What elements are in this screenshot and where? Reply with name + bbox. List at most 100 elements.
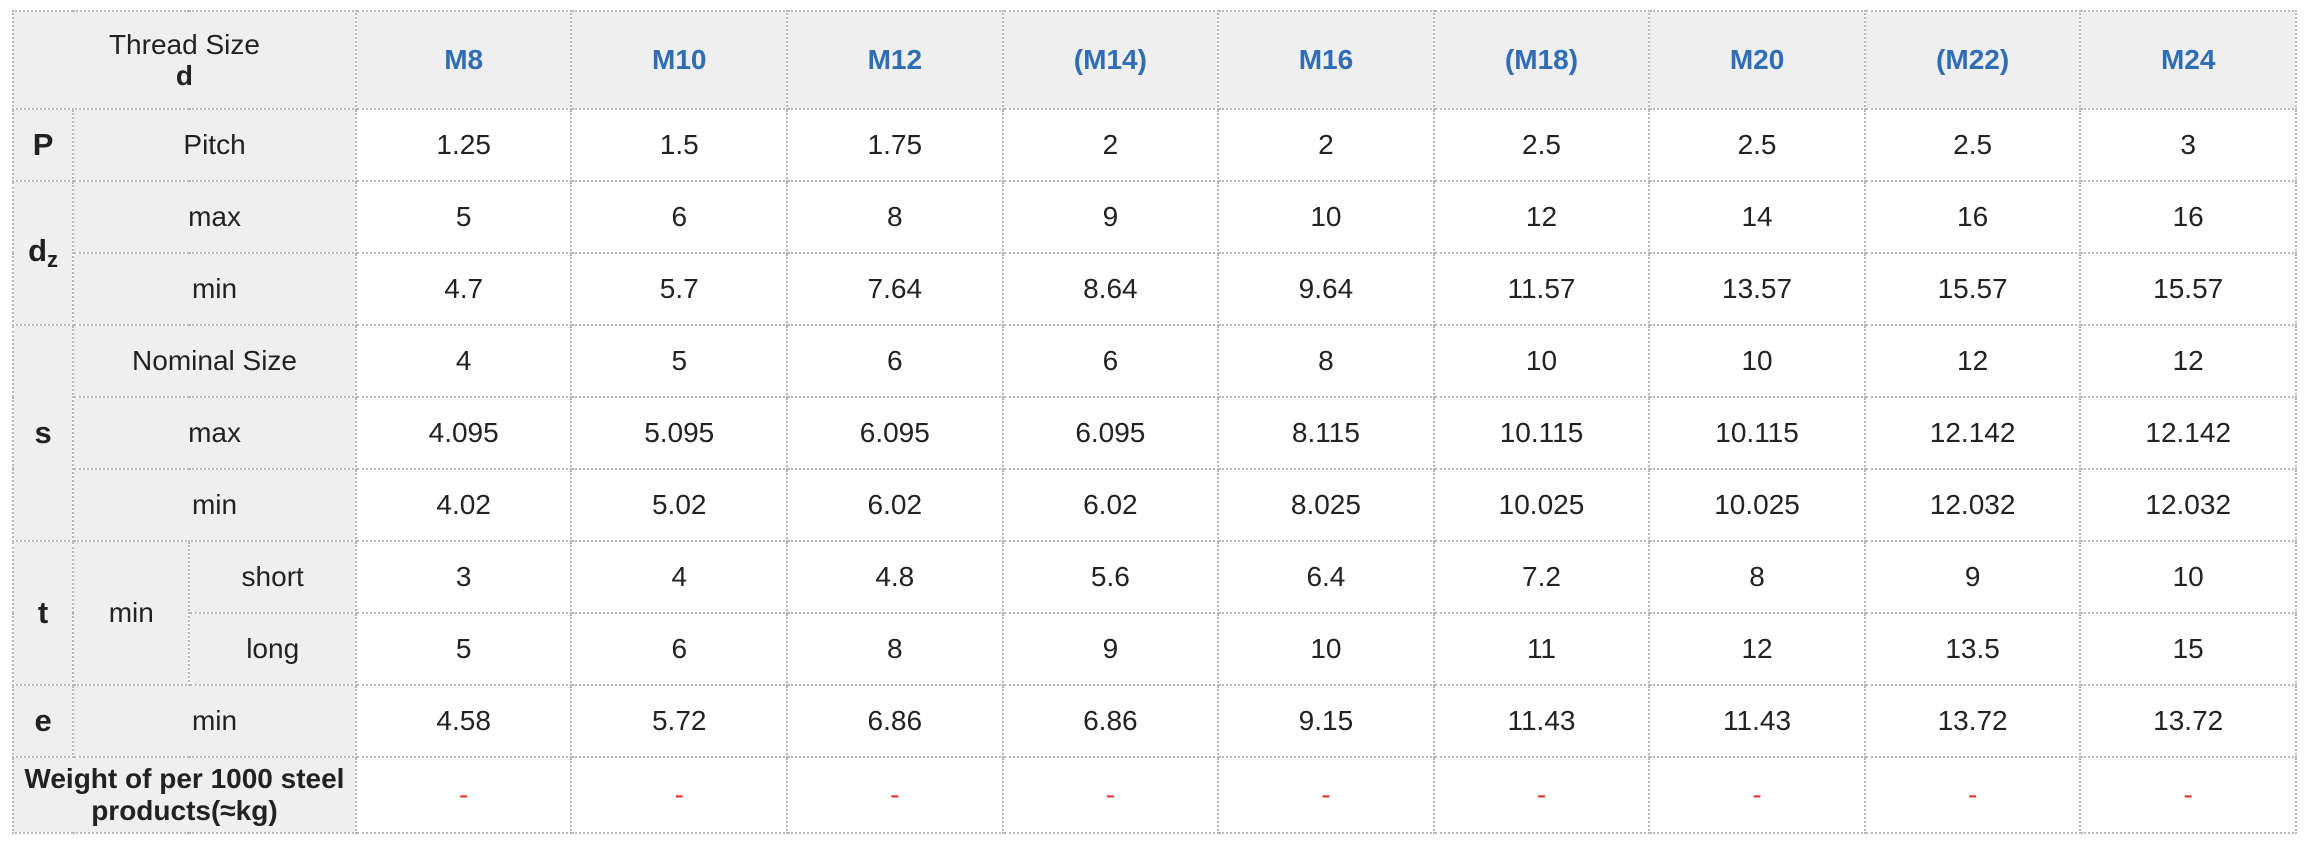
pitch-value: 3	[2079, 108, 2297, 182]
weight-value: -	[2079, 756, 2297, 834]
size-header-cell: M12	[786, 10, 1004, 110]
s-nominal-value: 5	[570, 324, 789, 398]
s-nominal-label: Nominal Size	[72, 324, 357, 398]
e-value: 5.72	[570, 684, 789, 758]
s-min-value: 5.02	[570, 468, 789, 542]
t-long-value: 10	[1217, 612, 1435, 686]
size-header-cell: (M22)	[1863, 10, 2082, 110]
t-long-value: 11	[1432, 612, 1651, 686]
dz-min-value: 9.64	[1217, 252, 1435, 326]
t-long-label: long	[188, 612, 357, 686]
t-min-label: min	[72, 540, 191, 686]
weight-value: -	[1432, 756, 1651, 834]
s-max-value: 10.115	[1432, 396, 1651, 470]
pitch-value: 1.75	[786, 108, 1004, 182]
dz-max-label: max	[72, 180, 357, 254]
weight-value: -	[570, 756, 789, 834]
s-max-value: 6.095	[786, 396, 1004, 470]
e-value: 6.86	[1001, 684, 1220, 758]
s-nominal-value: 6	[786, 324, 1004, 398]
s-max-value: 8.115	[1217, 396, 1435, 470]
s-min-value: 12.032	[1863, 468, 2082, 542]
e-value: 11.43	[1648, 684, 1866, 758]
t-short-value: 8	[1648, 540, 1866, 614]
weight-value: -	[1217, 756, 1435, 834]
dz-max-value: 14	[1648, 180, 1866, 254]
s-min-value: 10.025	[1432, 468, 1651, 542]
weight-value: -	[1001, 756, 1220, 834]
header-row: Thread Size d M8 M10 M12 (M14) M16 (M18)…	[12, 10, 2297, 110]
s-min-row: min 4.02 5.02 6.02 6.02 8.025 10.025 10.…	[13, 468, 2297, 542]
dz-min-value: 11.57	[1432, 252, 1651, 326]
dz-min-value: 15.57	[2079, 252, 2297, 326]
s-max-value: 12.142	[2079, 396, 2297, 470]
s-max-row: max 4.095 5.095 6.095 6.095 8.115 10.115…	[13, 396, 2297, 470]
s-nominal-value: 8	[1217, 324, 1435, 398]
t-short-value: 6.4	[1217, 540, 1435, 614]
weight-label: Weight of per 1000 steel products(≈kg)	[12, 756, 357, 834]
weight-value: -	[354, 756, 573, 834]
s-nominal-value: 12	[2079, 324, 2297, 398]
dz-max-value: 6	[570, 180, 789, 254]
pitch-value: 2	[1001, 108, 1220, 182]
s-min-value: 4.02	[354, 468, 573, 542]
e-value: 9.15	[1217, 684, 1435, 758]
dz-min-value: 4.7	[354, 252, 573, 326]
dz-symbol-subscript: z	[47, 247, 59, 272]
dz-max-value: 8	[786, 180, 1004, 254]
s-min-value: 10.025	[1648, 468, 1866, 542]
s-symbol: s	[11, 324, 75, 542]
pitch-row: P Pitch 1.25 1.5 1.75 2 2 2.5 2.5 2.5 3	[11, 108, 2297, 182]
dz-max-value: 10	[1217, 180, 1435, 254]
dz-min-value: 7.64	[786, 252, 1004, 326]
t-long-value: 15	[2079, 612, 2297, 686]
weight-row: Weight of per 1000 steel products(≈kg) -…	[12, 756, 2297, 834]
size-header-cell: (M18)	[1432, 10, 1651, 110]
t-long-value: 5	[354, 612, 573, 686]
s-min-value: 8.025	[1217, 468, 1435, 542]
s-nominal-value: 12	[1863, 324, 2082, 398]
t-short-value: 7.2	[1432, 540, 1651, 614]
dz-max-value: 16	[1863, 180, 2082, 254]
t-symbol: t	[11, 540, 75, 686]
e-value: 4.58	[354, 684, 573, 758]
e-value: 13.72	[1863, 684, 2082, 758]
s-nominal-value: 6	[1001, 324, 1220, 398]
dz-min-value: 15.57	[1863, 252, 2082, 326]
size-header-cell: M8	[354, 10, 573, 110]
weight-value: -	[1648, 756, 1866, 834]
t-long-row: long 5 6 8 9 10 11 12 13.5 15	[13, 612, 2297, 686]
s-max-label: max	[72, 396, 357, 470]
dz-min-label: min	[72, 252, 357, 326]
pitch-label: Pitch	[72, 108, 357, 182]
e-row: e min 4.58 5.72 6.86 6.86 9.15 11.43 11.…	[11, 684, 2297, 758]
s-max-value: 4.095	[354, 396, 573, 470]
t-short-label: short	[188, 540, 357, 614]
e-min-label: min	[72, 684, 357, 758]
s-nominal-value: 10	[1432, 324, 1651, 398]
thread-size-symbol: d	[175, 60, 193, 91]
t-short-value: 9	[1863, 540, 2082, 614]
dz-max-value: 5	[354, 180, 573, 254]
pitch-value: 2	[1217, 108, 1435, 182]
s-max-value: 12.142	[1863, 396, 2082, 470]
pitch-value: 2.5	[1432, 108, 1651, 182]
s-max-value: 6.095	[1001, 396, 1220, 470]
t-long-value: 12	[1648, 612, 1866, 686]
size-header-cell: M10	[570, 10, 789, 110]
dz-min-value: 8.64	[1001, 252, 1220, 326]
s-nominal-value: 10	[1648, 324, 1866, 398]
size-header-cell: M16	[1217, 10, 1435, 110]
s-min-value: 6.02	[786, 468, 1004, 542]
size-header-cell: (M14)	[1001, 10, 1220, 110]
dz-min-value: 13.57	[1648, 252, 1866, 326]
size-header-cell: M24	[2079, 10, 2297, 110]
s-max-value: 10.115	[1648, 396, 1866, 470]
t-long-value: 13.5	[1863, 612, 2082, 686]
thread-size-title: Thread Size	[108, 29, 260, 60]
t-long-value: 8	[786, 612, 1004, 686]
thread-spec-table: Thread Size d M8 M10 M12 (M14) M16 (M18)…	[11, 10, 2297, 834]
pitch-symbol: P	[11, 108, 75, 182]
t-short-value: 3	[354, 540, 573, 614]
dz-max-value: 16	[2079, 180, 2297, 254]
